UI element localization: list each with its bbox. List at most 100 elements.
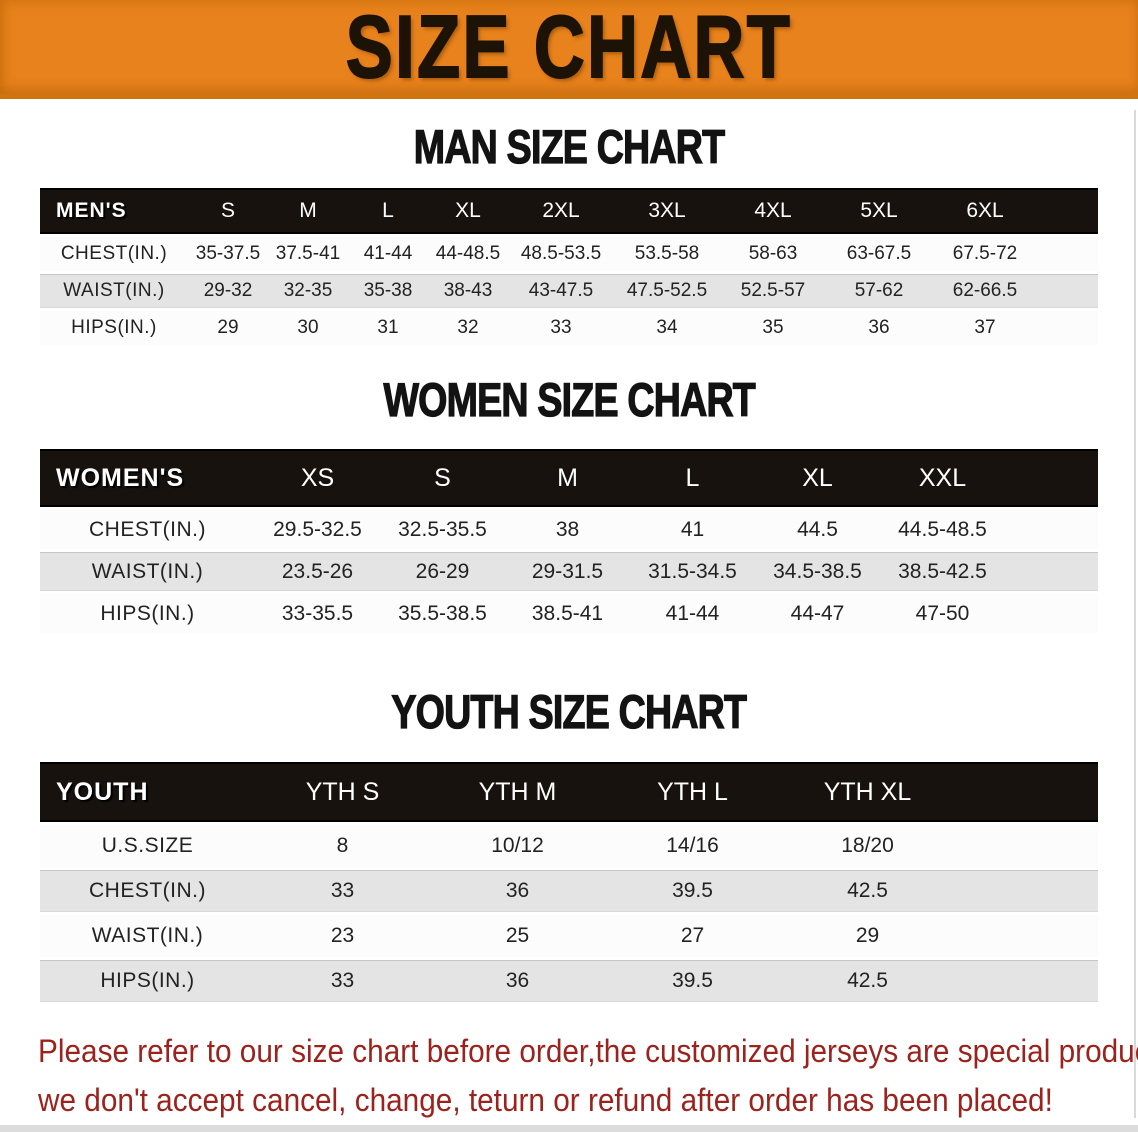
women-size-table: WOMEN'S XS S M L XL XXL CHEST(IN.) 29.5-32.5 32.5… (40, 446, 1098, 636)
value-cell: 26-29 (380, 552, 505, 591)
table-corner-label: MEN'S (40, 188, 188, 234)
value-cell: 43-47.5 (508, 274, 614, 308)
value-cell: 52.5-57 (720, 274, 826, 308)
table-row: HIPS(IN.) 33 36 39.5 42.5 (40, 960, 1098, 1002)
size-column-header: YTH S (255, 762, 430, 822)
banner-title: SIZE CHART (345, 0, 793, 97)
value-cell: 62-66.5 (932, 274, 1038, 308)
table-header-row: MEN'S S M L XL 2XL 3XL 4XL 5XL 6XL (40, 188, 1098, 234)
value-cell: 41-44 (348, 237, 428, 271)
table-row: WAIST(IN.) 23.5-26 26-29 29-31.5 31.5-34.5 34… (40, 552, 1098, 591)
table-row: CHEST(IN.) 29.5-32.5 32.5-35.5 38 41 44.5 44.5… (40, 510, 1098, 549)
table-row: CHEST(IN.) 35-37.5 37.5-41 41-44 44-48.5 48.5… (40, 237, 1098, 271)
disclaimer-line-2: we don't accept cancel, change, teturn o… (38, 1082, 1053, 1118)
value-cell: 25 (430, 915, 605, 957)
value-cell: 31.5-34.5 (630, 552, 755, 591)
table-row: CHEST(IN.) 33 36 39.5 42.5 (40, 870, 1098, 912)
size-column-header: XS (255, 449, 380, 507)
youth-size-chart-heading: YOUTH SIZE CHART (0, 685, 1138, 738)
row-label: WAIST(IN.) (40, 915, 255, 957)
value-cell: 37 (932, 311, 1038, 345)
size-column-header: XL (755, 449, 880, 507)
men-section: MAN SIZE CHART MEN'S S M L XL 2XL 3XL 4XL 5XL 6XL… (0, 122, 1138, 348)
value-cell: 32 (428, 311, 508, 345)
filler-cell (1005, 510, 1098, 549)
filler-cell (955, 960, 1098, 1002)
table-row: HIPS(IN.) 33-35.5 35.5-38.5 38.5-41 41-44 44-… (40, 594, 1098, 633)
table-header-row: WOMEN'S XS S M L XL XXL (40, 449, 1098, 507)
row-label: WAIST(IN.) (40, 274, 188, 308)
filler-cell (1005, 594, 1098, 633)
row-label: HIPS(IN.) (40, 960, 255, 1002)
value-cell: 29 (188, 311, 268, 345)
value-cell: 33 (255, 870, 430, 912)
row-label: U.S.SIZE (40, 825, 255, 867)
size-column-header: 5XL (826, 188, 932, 234)
table-row: WAIST(IN.) 29-32 32-35 35-38 38-43 43-47.5 47.… (40, 274, 1098, 308)
table-row: U.S.SIZE 8 10/12 14/16 18/20 (40, 825, 1098, 867)
disclaimer: Please refer to our size chart before or… (0, 1027, 1138, 1125)
women-size-chart-heading-text: WOMEN SIZE CHART (383, 373, 756, 426)
value-cell: 57-62 (826, 274, 932, 308)
size-column-header: M (505, 449, 630, 507)
filler-cell (955, 825, 1098, 867)
value-cell: 35-37.5 (188, 237, 268, 271)
men-size-table: MEN'S S M L XL 2XL 3XL 4XL 5XL 6XL CHEST(IN.) 35-37… (40, 185, 1098, 348)
value-cell: 67.5-72 (932, 237, 1038, 271)
size-column-header: YTH XL (780, 762, 955, 822)
size-column-header: 2XL (508, 188, 614, 234)
value-cell: 29-31.5 (505, 552, 630, 591)
value-cell: 42.5 (780, 870, 955, 912)
value-cell: 35 (720, 311, 826, 345)
value-cell: 32-35 (268, 274, 348, 308)
value-cell: 47-50 (880, 594, 1005, 633)
value-cell: 29 (780, 915, 955, 957)
filler-cell (1038, 274, 1098, 308)
youth-size-chart-heading-text: YOUTH SIZE CHART (391, 685, 748, 738)
value-cell: 14/16 (605, 825, 780, 867)
value-cell: 35-38 (348, 274, 428, 308)
value-cell: 36 (430, 870, 605, 912)
value-cell: 39.5 (605, 870, 780, 912)
value-cell: 10/12 (430, 825, 605, 867)
value-cell: 31 (348, 311, 428, 345)
value-cell: 44-47 (755, 594, 880, 633)
row-label: HIPS(IN.) (40, 311, 188, 345)
value-cell: 47.5-52.5 (614, 274, 720, 308)
row-label: CHEST(IN.) (40, 237, 188, 271)
filler-cell (955, 870, 1098, 912)
value-cell: 44.5-48.5 (880, 510, 1005, 549)
value-cell: 44.5 (755, 510, 880, 549)
value-cell: 29.5-32.5 (255, 510, 380, 549)
value-cell: 44-48.5 (428, 237, 508, 271)
value-cell: 63-67.5 (826, 237, 932, 271)
value-cell: 30 (268, 311, 348, 345)
value-cell: 27 (605, 915, 780, 957)
table-corner-label: WOMEN'S (40, 449, 255, 507)
size-column-header: 4XL (720, 188, 826, 234)
value-cell: 18/20 (780, 825, 955, 867)
value-cell: 29-32 (188, 274, 268, 308)
size-column-header: 6XL (932, 188, 1038, 234)
filler-cell (1038, 237, 1098, 271)
size-column-header: M (268, 188, 348, 234)
size-column-header: XL (428, 188, 508, 234)
disclaimer-line-1: Please refer to our size chart before or… (38, 1033, 1138, 1069)
value-cell: 35.5-38.5 (380, 594, 505, 633)
table-row: HIPS(IN.) 29 30 31 32 33 34 35 36 37 (40, 311, 1098, 345)
value-cell: 23.5-26 (255, 552, 380, 591)
bottom-edge-strip (0, 1125, 1138, 1132)
filler-cell (1005, 449, 1098, 507)
value-cell: 41 (630, 510, 755, 549)
women-size-chart-heading: WOMEN SIZE CHART (0, 373, 1138, 426)
value-cell: 33-35.5 (255, 594, 380, 633)
value-cell: 37.5-41 (268, 237, 348, 271)
value-cell: 42.5 (780, 960, 955, 1002)
size-column-header: 3XL (614, 188, 720, 234)
value-cell: 38-43 (428, 274, 508, 308)
value-cell: 34 (614, 311, 720, 345)
size-column-header: XXL (880, 449, 1005, 507)
value-cell: 53.5-58 (614, 237, 720, 271)
value-cell: 38.5-42.5 (880, 552, 1005, 591)
filler-cell (1038, 311, 1098, 345)
